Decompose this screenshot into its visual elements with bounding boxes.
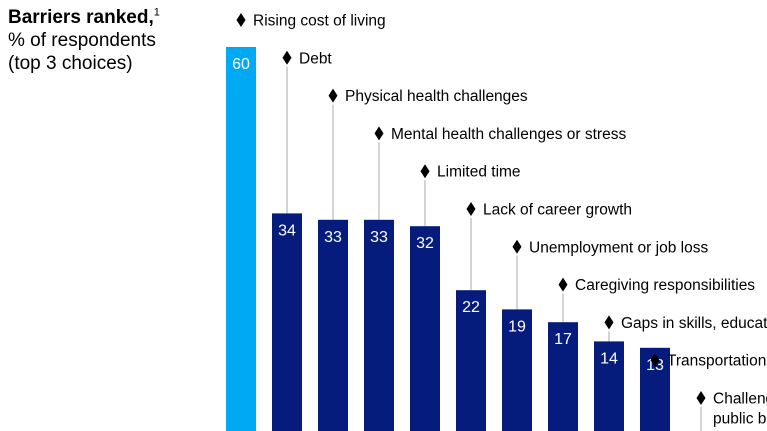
chart-title: Barriers ranked, bbox=[8, 7, 154, 28]
bar bbox=[456, 290, 486, 431]
diamond-marker-icon bbox=[558, 277, 568, 292]
bar bbox=[318, 219, 348, 431]
bar-value-label: 14 bbox=[600, 350, 618, 367]
diamond-marker-icon bbox=[236, 13, 246, 27]
bar bbox=[226, 47, 256, 431]
diamond-marker-icon bbox=[420, 164, 430, 179]
category-label: Mental health challenges or stress bbox=[391, 126, 626, 143]
chart-subtitle-units: % of respondents bbox=[8, 30, 156, 51]
category-label: Rising cost of living bbox=[253, 13, 386, 30]
bar-value-label: 33 bbox=[370, 229, 388, 246]
bar bbox=[548, 322, 578, 431]
bar bbox=[410, 226, 440, 431]
diamond-marker-icon bbox=[328, 88, 338, 103]
category-label: Gaps in skills, educat bbox=[621, 315, 767, 332]
bar-value-label: 32 bbox=[416, 235, 434, 252]
bar-value-label: 60 bbox=[232, 56, 250, 73]
category-label: Challengpublic be bbox=[713, 391, 767, 428]
bar-value-label: 17 bbox=[554, 331, 572, 348]
category-label: Unemployment or job loss bbox=[529, 239, 708, 256]
bar bbox=[502, 309, 532, 431]
diamond-marker-icon bbox=[374, 126, 384, 141]
bar-value-label: 22 bbox=[462, 299, 480, 316]
diamond-marker-icon bbox=[650, 353, 660, 368]
bar bbox=[594, 341, 624, 431]
footnote-marker: 1 bbox=[153, 6, 160, 19]
bar-value-label: 19 bbox=[508, 318, 526, 335]
bar-value-label: 33 bbox=[324, 229, 342, 246]
category-label: Debt bbox=[299, 50, 332, 67]
category-label: Physical health challenges bbox=[345, 88, 528, 105]
chart-subtitle-note: (top 3 choices) bbox=[8, 53, 133, 74]
bar bbox=[364, 219, 394, 431]
bar-value-label: 34 bbox=[278, 222, 296, 239]
diamond-marker-icon bbox=[466, 202, 476, 216]
category-label: Lack of career growth bbox=[483, 202, 632, 219]
diamond-marker-icon bbox=[696, 391, 706, 405]
diamond-marker-icon bbox=[512, 239, 522, 254]
category-label: Caregiving responsibilities bbox=[575, 277, 755, 294]
diamond-marker-icon bbox=[282, 50, 292, 65]
bar bbox=[272, 213, 302, 431]
diamond-marker-icon bbox=[604, 315, 614, 330]
category-label: Limited time bbox=[437, 164, 521, 181]
chart-heading: Barriers ranked,1 % of respondents (top … bbox=[8, 6, 160, 75]
category-label: Transportation bbox=[667, 353, 766, 370]
